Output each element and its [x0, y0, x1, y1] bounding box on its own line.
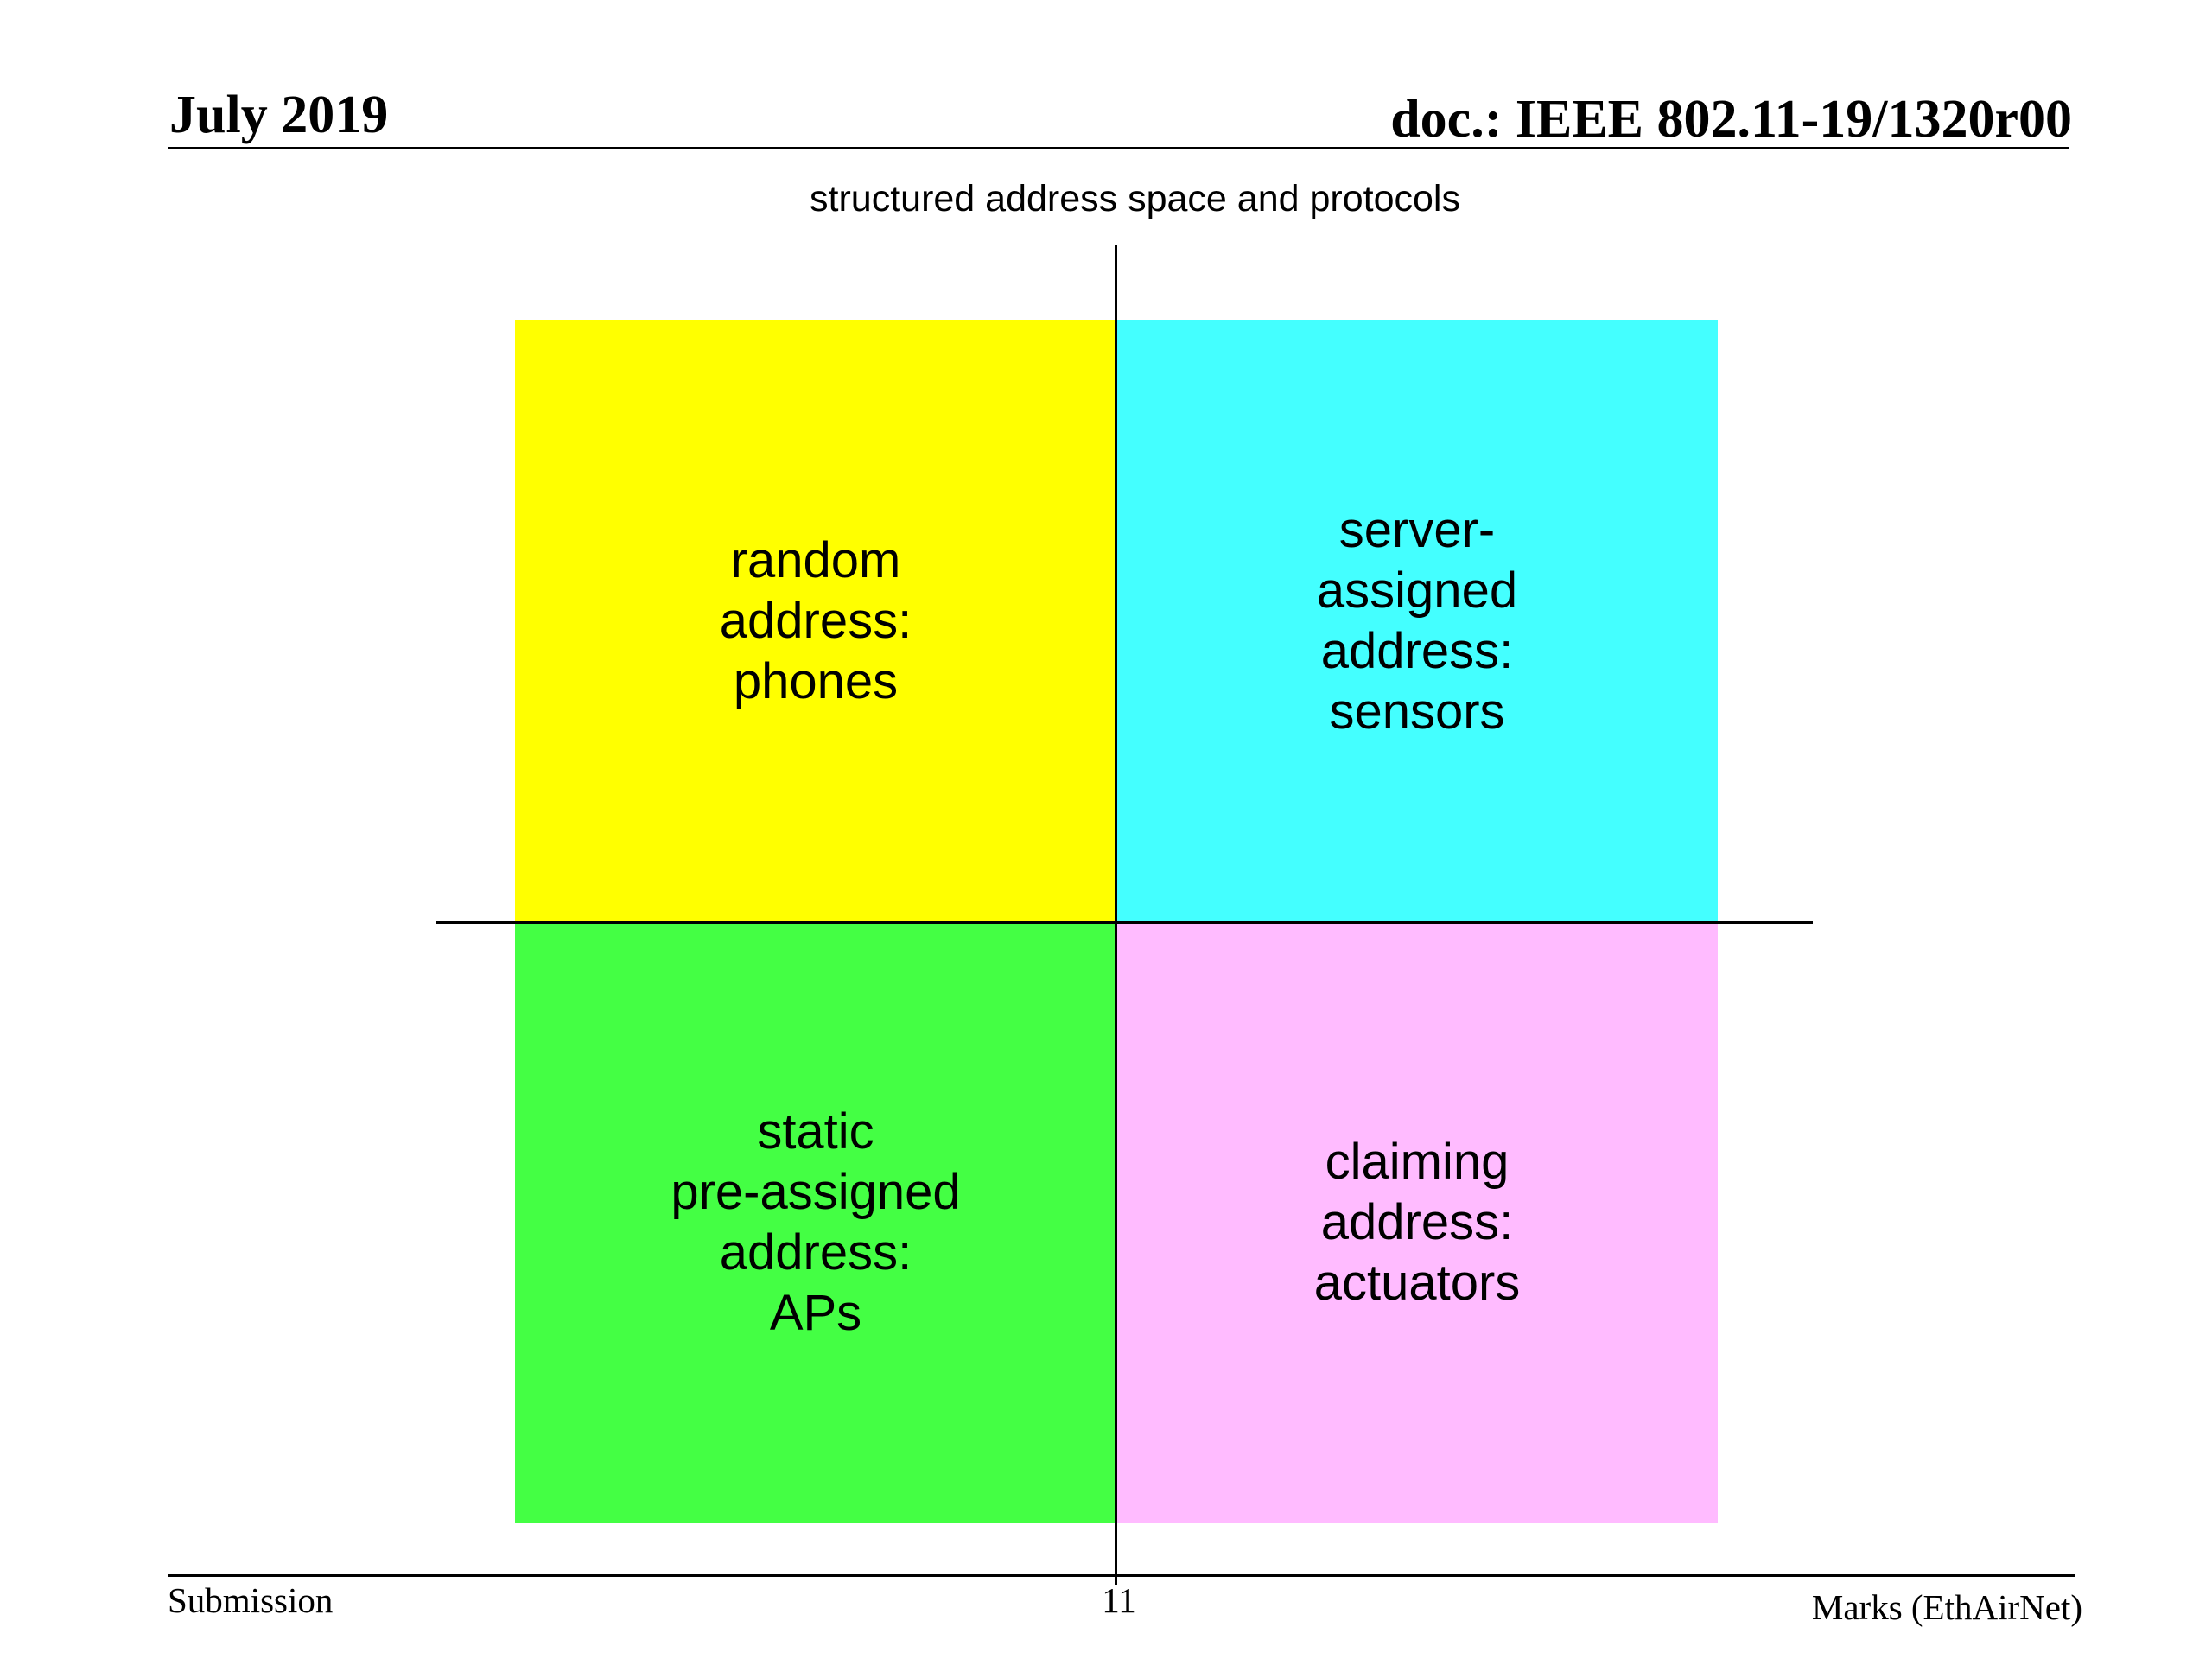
diagram-title: structured address space and protocols: [810, 178, 1460, 219]
header-rule: [168, 147, 2069, 149]
quadrant-label: static pre-assigned address: APs: [671, 1103, 961, 1341]
quadrant-static-pre-assigned-address: static pre-assigned address: APs: [515, 922, 1116, 1523]
footer-author: Marks (EthAirNet): [1811, 1587, 2082, 1627]
footer-page-number: 11: [1102, 1580, 1136, 1620]
header-date: July 2019: [169, 86, 389, 144]
quadrant-label: server- assigned address: sensors: [1316, 501, 1518, 740]
quadrant-server-assigned-address: server- assigned address: sensors: [1116, 320, 1718, 922]
horizontal-axis-line: [436, 921, 1813, 924]
vertical-axis-line: [1115, 245, 1117, 1585]
quadrant-claiming-address: claiming address: actuators: [1116, 922, 1718, 1523]
quadrant-label: claiming address: actuators: [1313, 1134, 1521, 1311]
header-doc-id: doc.: IEEE 802.11-19/1320r00: [1390, 90, 2072, 149]
footer-rule: [168, 1574, 2075, 1577]
footer-submission: Submission: [168, 1580, 334, 1620]
quadrant-random-address: random address: phones: [515, 320, 1116, 922]
quadrant-label: random address: phones: [719, 531, 912, 709]
